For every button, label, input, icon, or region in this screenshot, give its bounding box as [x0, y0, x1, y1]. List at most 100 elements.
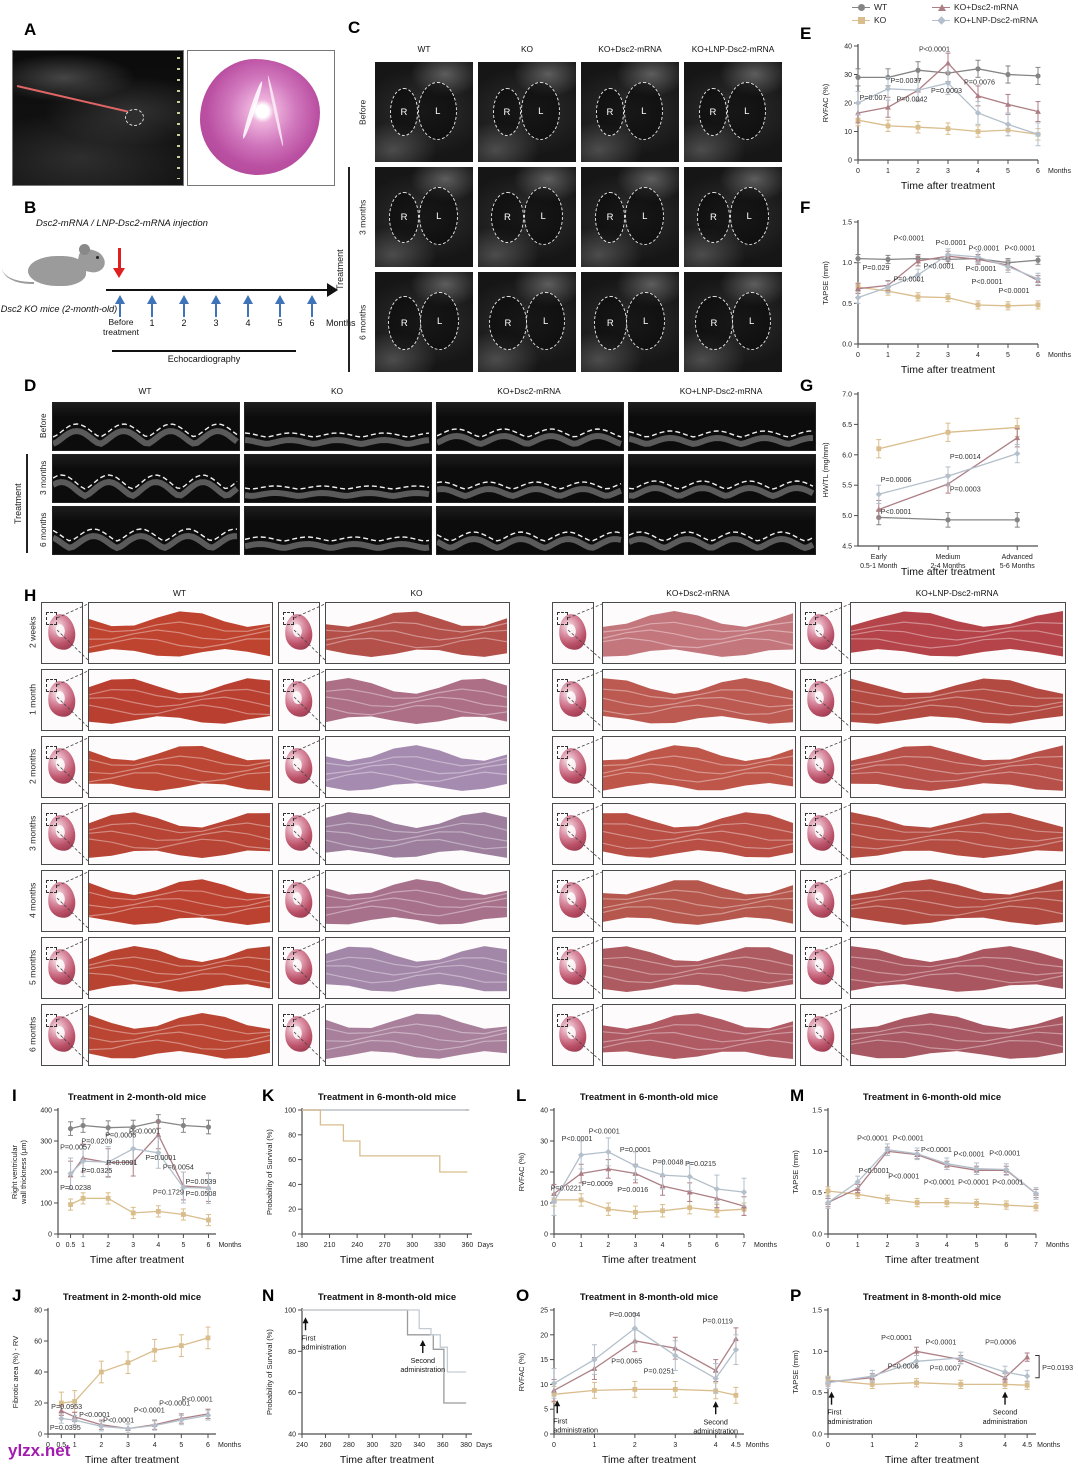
chart-svg-E: 0 10 20 30 40 0 1 2 3 4 5 6 Months Time after treatme…	[821, 44, 1071, 193]
svg-text:Months: Months	[218, 1442, 241, 1449]
histology-strip-KO+LNP-Dsc2-mRNA-3 months	[850, 803, 1066, 865]
chart-svg-O: 0 5 10 15 20 25 0 1 2 3 4 4.5 Months Treatment in 8-m…	[517, 1292, 769, 1466]
chart-G-hwtl: 4.5 5.0 5.5 6.0 6.5 7.0 Early 0.5-1 Month Medium…	[818, 384, 1076, 580]
col-header-KO+LNP-Dsc2-mRNA: KO+LNP-Dsc2-mRNA	[691, 44, 775, 54]
zoom-connector	[815, 737, 851, 795]
zoom-roi-box	[46, 813, 57, 826]
svg-text:270: 270	[379, 1242, 391, 1249]
svg-text:30: 30	[540, 1139, 548, 1146]
treatment-bracket	[26, 454, 28, 553]
zoom-roi-box	[557, 880, 568, 893]
zoom-connector	[56, 737, 89, 795]
zoom-connector	[815, 938, 851, 996]
heart-thumbnail-KO+Dsc2-mRNA-3 months	[552, 803, 594, 865]
mmode-image-WT-6 months	[51, 506, 240, 555]
svg-text:HW/TL (mg/mm): HW/TL (mg/mm)	[821, 442, 830, 498]
svg-text:P=0.0042: P=0.0042	[897, 95, 928, 104]
chart-E-rvfac: 0 10 20 30 40 0 1 2 3 4 5 6 Months Time after treatme…	[818, 36, 1076, 194]
row-label-4 months: 4 months	[27, 882, 38, 918]
histology-strip-WT-2 weeks	[88, 602, 273, 664]
histology-strip-WT-3 months	[88, 803, 273, 865]
echo-arrow-head	[211, 295, 221, 304]
tissue-band	[602, 1013, 794, 1059]
svg-text:300: 300	[40, 1139, 52, 1146]
svg-text:Treatment in 6-month-old mice: Treatment in 6-month-old mice	[580, 1092, 718, 1103]
svg-text:P=0.0057: P=0.0057	[60, 1143, 91, 1152]
svg-text:P<0.0001: P<0.0001	[992, 1177, 1023, 1186]
svg-text:1.0: 1.0	[812, 1149, 822, 1156]
svg-text:3: 3	[126, 1442, 130, 1449]
svg-text:P=0.0221: P=0.0221	[551, 1184, 582, 1193]
panel-label-D: D	[24, 376, 37, 395]
mmode-trace	[51, 474, 239, 500]
svg-text:7.0: 7.0	[842, 392, 852, 399]
col-header-KO+LNP-Dsc2-mRNA: KO+LNP-Dsc2-mRNA	[679, 386, 763, 396]
svg-text:3: 3	[946, 352, 950, 359]
zoom-roi-box	[283, 813, 294, 826]
heart-thumbnail-KO-4 months	[278, 870, 320, 932]
tissue-band	[850, 745, 1064, 791]
svg-text:Treatment in 8-month-old mice: Treatment in 8-month-old mice	[580, 1292, 718, 1303]
svg-text:P=0.0048: P=0.0048	[653, 1157, 684, 1166]
echo-arrow-shaft	[118, 304, 122, 317]
legend-label: KO+LNP-Dsc2-mRNA	[954, 15, 1038, 25]
zoom-roi-box	[557, 612, 568, 625]
row-label-3 months: 3 months	[357, 199, 368, 235]
svg-text:100: 100	[40, 1201, 52, 1208]
svg-text:1.5: 1.5	[812, 1308, 822, 1315]
echo-arrow-head	[307, 295, 317, 304]
svg-text:4: 4	[976, 352, 980, 359]
tissue-band	[602, 812, 794, 858]
histology-strip-KO-5 months	[325, 937, 510, 999]
svg-text:40: 40	[288, 1182, 296, 1189]
heart-thumbnail-WT-3 months	[41, 803, 83, 865]
diamond-marker-icon	[932, 15, 950, 25]
svg-text:3: 3	[131, 1242, 135, 1249]
svg-text:P<0.0001: P<0.0001	[954, 1149, 985, 1158]
echo-arrow-shaft	[278, 304, 282, 317]
svg-text:4.5: 4.5	[842, 544, 852, 551]
zoom-roi-box	[805, 947, 816, 960]
chart-N-survival: 40 60 80 100 240 260 280 300 320 340 360 380 Days Tre…	[262, 1288, 510, 1468]
panel-label-K: K	[262, 1086, 275, 1105]
svg-text:200: 200	[40, 1170, 52, 1177]
svg-text:P=0.029: P=0.029	[863, 263, 890, 272]
svg-text:P<0.0001: P<0.0001	[182, 1394, 213, 1403]
svg-text:6: 6	[207, 1242, 211, 1249]
svg-text:Time after treatment: Time after treatment	[602, 1454, 696, 1466]
svg-text:P=0.0006: P=0.0006	[888, 1362, 919, 1371]
right-ventricle-outline: R	[594, 192, 626, 243]
histology-strip-KO+Dsc2-mRNA-5 months	[602, 937, 796, 999]
mmode-image-KO-6 months	[244, 506, 432, 555]
chart-svg-I: 0 100 200 300 400 0 0.5 1 2 3 4 5 6 Months Treatment i…	[10, 1092, 242, 1266]
zoom-connector	[56, 871, 89, 929]
histology-strip-KO+LNP-Dsc2-mRNA-5 months	[850, 937, 1066, 999]
svg-text:Probability of Survival (%): Probability of Survival (%)	[265, 1329, 274, 1415]
echo-arrow-head	[243, 295, 253, 304]
svg-text:60: 60	[34, 1339, 42, 1346]
right-ventricle-outline: R	[595, 88, 625, 136]
right-ventricle-outline: R	[698, 88, 728, 136]
svg-text:P<0.0001: P<0.0001	[924, 1177, 955, 1186]
svg-text:1: 1	[73, 1442, 77, 1449]
svg-text:180: 180	[296, 1242, 308, 1249]
histology-strip-KO+Dsc2-mRNA-2 weeks	[602, 602, 796, 664]
svg-text:P<0.0001: P<0.0001	[881, 1333, 912, 1342]
svg-text:4: 4	[714, 1442, 718, 1449]
mmode-image-KO+LNP-Dsc2-mRNA-3 months	[628, 454, 816, 503]
svg-text:20: 20	[540, 1332, 548, 1339]
heart-thumbnail-KO+LNP-Dsc2-mRNA-4 months	[800, 870, 842, 932]
panel-label-H: H	[24, 586, 37, 605]
svg-text:260: 260	[320, 1442, 332, 1449]
histology-strip-KO-3 months	[325, 803, 510, 865]
svg-text:P=0.1729: P=0.1729	[153, 1187, 184, 1196]
svg-text:5: 5	[179, 1442, 183, 1449]
svg-text:P=0.0001: P=0.0001	[894, 274, 925, 283]
svg-text:Time after treatment: Time after treatment	[85, 1454, 179, 1466]
zoom-roi-box	[46, 1014, 57, 1027]
svg-text:20: 20	[34, 1401, 42, 1408]
svg-text:4: 4	[1003, 1442, 1007, 1449]
svg-text:280: 280	[343, 1442, 355, 1449]
